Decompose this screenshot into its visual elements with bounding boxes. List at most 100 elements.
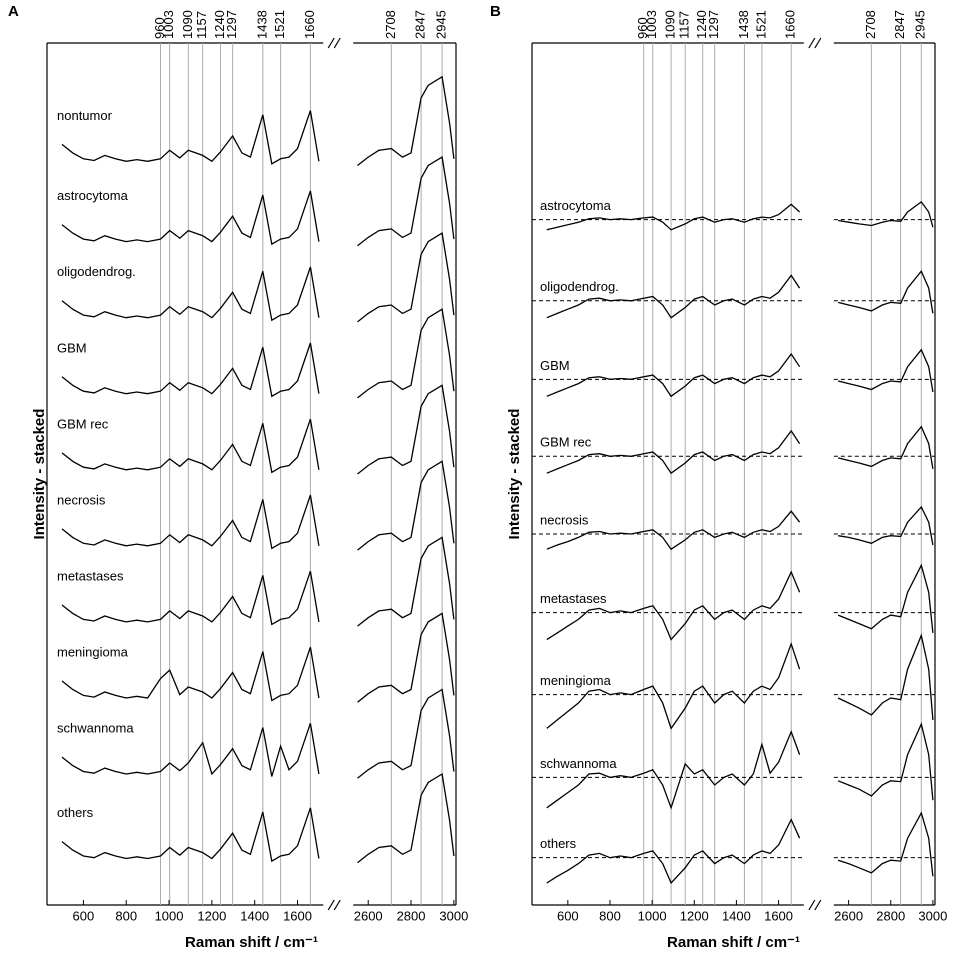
spectrum [61, 570, 320, 626]
spectrum [357, 308, 455, 399]
axis-break [333, 37, 341, 49]
axis-break [327, 899, 335, 911]
reference-label: 1157 [194, 11, 209, 39]
spectrum [546, 570, 801, 641]
series-label: necrosis [57, 492, 106, 507]
x-tick-label: 1000 [638, 908, 667, 923]
x-tick-label: 1400 [240, 908, 269, 923]
reference-label: 2945 [913, 10, 928, 39]
reference-label: 1297 [224, 10, 239, 39]
panel-label: B [490, 3, 501, 20]
reference-label: 1521 [272, 10, 287, 39]
axis-break [808, 899, 816, 911]
spectrum [546, 510, 801, 551]
reference-label: 2847 [413, 10, 428, 39]
spectrum [61, 723, 320, 777]
spectrum [357, 460, 455, 551]
spectrum [61, 418, 320, 474]
spectrum [357, 156, 455, 247]
reference-label: 1438 [254, 10, 269, 39]
x-tick-label: 2800 [397, 908, 426, 923]
spectrum [61, 190, 320, 246]
series-label: others [540, 836, 577, 851]
spectrum [837, 200, 934, 228]
axis-break [808, 37, 816, 49]
reference-label: 1660 [302, 10, 317, 39]
reference-label: 1003 [644, 10, 659, 39]
series-label: meningioma [57, 644, 129, 659]
spectrum [837, 811, 934, 877]
reference-label: 1090 [180, 10, 195, 39]
spectrum [61, 342, 320, 398]
spectrum [357, 75, 455, 167]
spectrum [837, 269, 934, 314]
spectrum [61, 266, 320, 322]
spectrum [357, 536, 455, 627]
reference-label: 1660 [783, 10, 798, 39]
spectrum [837, 722, 934, 801]
reference-label: 960 [152, 17, 167, 39]
reference-label: 1090 [663, 10, 678, 39]
spectrum [61, 646, 320, 702]
axis-break [814, 899, 822, 911]
x-tick-label: 1200 [680, 908, 709, 923]
x-tick-label: 1400 [722, 908, 751, 923]
axis-break [814, 37, 822, 49]
series-label: others [57, 805, 94, 820]
axis-break [333, 899, 341, 911]
series-label: schwannoma [57, 721, 134, 736]
spectrum [837, 348, 934, 393]
spectrum [837, 563, 934, 633]
series-label: nontumor [57, 108, 113, 123]
reference-label: 2945 [434, 10, 449, 39]
spectrum [61, 807, 320, 863]
spectrum [357, 384, 455, 475]
series-label: GBM [540, 358, 570, 373]
x-tick-label: 2600 [834, 908, 863, 923]
reference-label: 1240 [212, 10, 227, 39]
x-tick-label: 3000 [439, 908, 468, 923]
x-tick-label: 3000 [918, 908, 947, 923]
series-label: metastases [540, 591, 607, 606]
reference-label: 1297 [706, 10, 721, 39]
spectrum [546, 203, 801, 231]
spectrum [357, 688, 455, 779]
series-label: necrosis [540, 512, 589, 527]
spectrum [546, 818, 801, 885]
spectrum [837, 505, 934, 546]
x-tick-label: 1600 [764, 908, 793, 923]
spectrum [546, 274, 801, 319]
series-label: metastases [57, 568, 124, 583]
x-tick-label: 2600 [354, 908, 383, 923]
spectrum [546, 641, 801, 730]
spectrum [357, 612, 455, 703]
spectrum [837, 425, 934, 470]
reference-label: 1003 [161, 10, 176, 39]
spectrum [61, 110, 320, 165]
series-label: GBM [57, 340, 87, 355]
series-label: oligodendrog. [57, 264, 136, 279]
axis-break [327, 37, 335, 49]
spectrum [837, 633, 934, 720]
reference-label: 1157 [677, 11, 692, 39]
x-tick-label: 600 [73, 908, 95, 923]
spectrum [357, 772, 455, 864]
reference-label: 1521 [753, 10, 768, 39]
spectrum [546, 730, 801, 810]
x-tick-label: 1200 [197, 908, 226, 923]
x-tick-label: 800 [115, 908, 137, 923]
x-tick-label: 800 [599, 908, 621, 923]
x-tick-label: 2800 [876, 908, 905, 923]
series-label: astrocytoma [57, 188, 129, 203]
x-tick-label: 600 [557, 908, 579, 923]
spectrum [546, 352, 801, 398]
reference-label: 2708 [383, 10, 398, 39]
spectrum [546, 429, 801, 475]
y-axis-title: Intensity - stacked [31, 409, 48, 540]
series-label: oligodendrog. [540, 279, 619, 294]
y-axis-title: Intensity - stacked [506, 409, 523, 540]
x-axis-title: Raman shift / cm⁻¹ [667, 934, 800, 951]
